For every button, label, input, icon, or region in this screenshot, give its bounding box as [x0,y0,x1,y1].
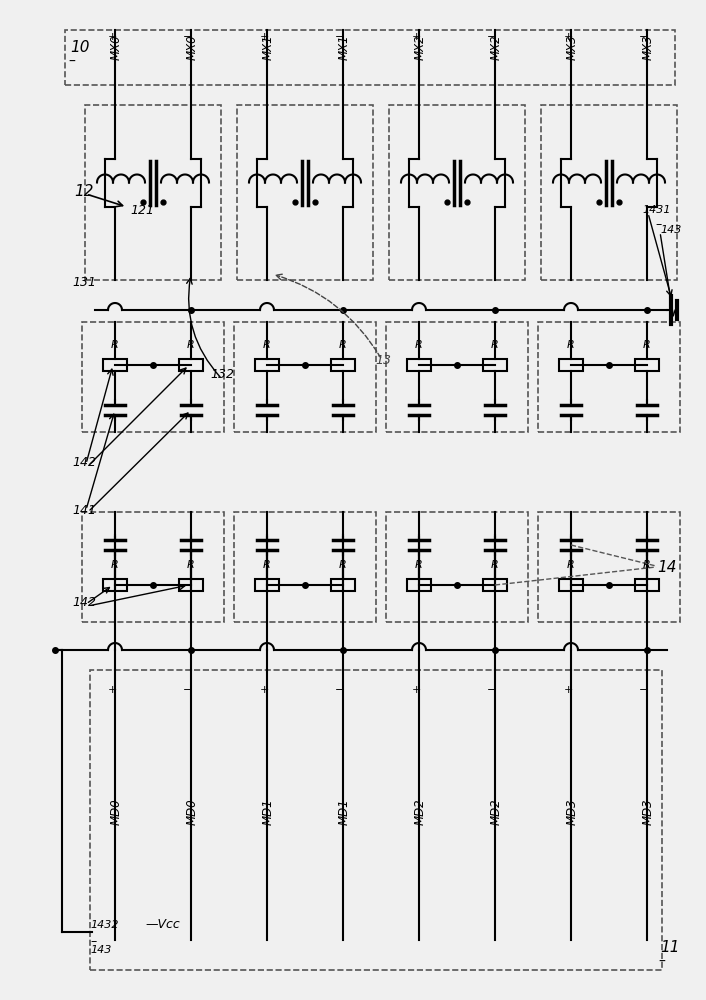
Text: +: + [412,32,421,42]
Text: R: R [567,560,575,570]
Text: MX0: MX0 [186,34,198,60]
Text: 1432: 1432 [90,920,119,930]
Text: R: R [643,340,651,350]
Bar [559,579,583,591]
Bar [483,579,507,591]
Bar [179,579,203,591]
Bar [331,359,355,371]
Bar [331,579,355,591]
Bar [103,579,127,591]
Text: –: – [68,55,75,69]
Bar [538,322,680,432]
Text: MD1: MD1 [261,798,275,825]
Text: MX1: MX1 [261,34,275,60]
Bar [389,105,525,280]
Text: +: + [563,685,573,695]
Bar [538,512,680,622]
Text: +: + [107,32,116,42]
Text: R: R [491,560,499,570]
Bar [85,105,221,280]
Bar [237,105,373,280]
Text: MX3: MX3 [642,34,654,60]
Bar [90,670,662,970]
Text: R: R [415,560,423,570]
Text: MD0: MD0 [186,798,198,825]
Text: R: R [415,340,423,350]
Text: 1431: 1431 [642,205,671,215]
Bar [559,359,583,371]
Bar [407,579,431,591]
Text: R: R [263,340,271,350]
Text: −: − [184,32,193,42]
Text: –: – [655,219,662,232]
Text: −: − [335,685,345,695]
Text: 14: 14 [657,560,676,576]
Text: R: R [111,340,119,350]
Text: MX2: MX2 [489,34,503,60]
Text: +: + [412,685,421,695]
Text: −: − [487,32,497,42]
Bar [407,359,431,371]
Bar [234,322,376,432]
Text: 143: 143 [660,225,681,235]
Bar [541,105,677,280]
Text: R: R [567,340,575,350]
Bar [386,512,528,622]
Bar [255,579,279,591]
Bar [255,359,279,371]
Text: MD3: MD3 [566,798,578,825]
Text: R: R [263,560,271,570]
Text: 142: 142 [72,595,96,608]
Text: R: R [339,340,347,350]
Text: 131: 131 [72,275,96,288]
Text: MD2: MD2 [489,798,503,825]
Text: –: – [90,936,96,948]
Text: −: − [487,685,497,695]
Text: −: − [335,32,345,42]
Bar [483,359,507,371]
Bar [386,322,528,432]
Text: 132: 132 [210,367,234,380]
Text: MD3: MD3 [642,798,654,825]
Text: 13: 13 [375,354,391,366]
Text: –: – [658,955,665,969]
Bar [82,322,224,432]
Text: R: R [187,340,195,350]
Text: R: R [491,340,499,350]
Text: 12: 12 [74,184,93,200]
Bar [103,359,127,371]
Text: MX0: MX0 [109,34,123,60]
Text: R: R [643,560,651,570]
Text: 11: 11 [660,940,679,956]
Text: 142: 142 [72,456,96,468]
Text: +: + [259,685,269,695]
Bar [65,30,675,85]
Text: MD1: MD1 [337,798,350,825]
Text: 141: 141 [72,504,96,516]
Bar [82,512,224,622]
Text: R: R [111,560,119,570]
Text: −: − [640,685,649,695]
Bar [635,359,659,371]
Text: MD0: MD0 [109,798,123,825]
Text: R: R [187,560,195,570]
Text: —Vcc: —Vcc [145,918,180,932]
Text: MX3: MX3 [566,34,578,60]
Text: 10: 10 [70,40,90,55]
Text: MD2: MD2 [414,798,426,825]
Text: 121: 121 [130,204,154,217]
Bar [179,359,203,371]
Text: 143: 143 [90,945,112,955]
Text: MX2: MX2 [414,34,426,60]
Text: MX1: MX1 [337,34,350,60]
Text: +: + [563,32,573,42]
Text: +: + [107,685,116,695]
Bar [234,512,376,622]
Text: +: + [259,32,269,42]
Text: −: − [184,685,193,695]
Bar [635,579,659,591]
Text: R: R [339,560,347,570]
Text: −: − [640,32,649,42]
